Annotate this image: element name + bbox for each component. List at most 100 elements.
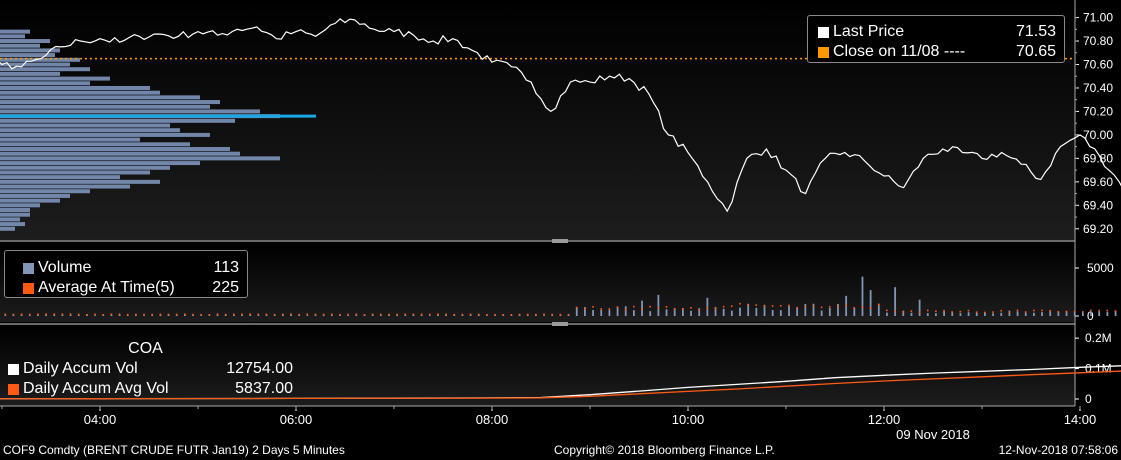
legend-label: Volume <box>38 259 92 276</box>
average-dot <box>681 308 684 310</box>
average-dot <box>910 310 913 312</box>
volume-bar <box>673 308 676 316</box>
average-dot <box>347 313 349 316</box>
average-dot <box>967 309 970 312</box>
volume-bar <box>796 308 799 316</box>
volume-profile-bar <box>0 123 170 128</box>
average-dot <box>632 305 635 308</box>
volume-bar <box>584 307 586 316</box>
volume-bar <box>257 314 260 316</box>
average-dot <box>575 306 578 309</box>
volume-bar <box>828 307 831 316</box>
average-dot <box>673 308 676 311</box>
volume-bar <box>151 315 154 316</box>
average-dot <box>584 307 586 310</box>
volume-bar <box>690 310 692 316</box>
legend-volume: Volume 113 <box>23 258 239 278</box>
average-dot <box>616 306 619 308</box>
average-dot <box>861 306 864 308</box>
volume-bar <box>1073 311 1076 316</box>
average-dot <box>567 313 570 316</box>
average-dot <box>796 306 798 309</box>
volume-profile-bar <box>0 34 25 39</box>
volume-bar <box>1008 310 1011 316</box>
average-dot <box>151 313 153 316</box>
panel-resize-handle <box>552 322 568 326</box>
volume-profile-bar <box>0 118 235 123</box>
volume-bar <box>281 314 284 316</box>
panel-resize-handle <box>552 239 568 243</box>
average-dot <box>657 307 660 309</box>
average-dot <box>281 313 284 316</box>
cumulative-title: COA <box>128 340 163 357</box>
volume-bar <box>445 314 448 316</box>
average-dot <box>975 311 978 313</box>
volume-bar <box>910 312 913 316</box>
volume-profile-bar <box>0 226 15 231</box>
y-tick-label: 0.1M <box>1085 362 1112 376</box>
average-dot <box>477 313 480 316</box>
volume-bar <box>926 313 929 316</box>
volume-bar <box>747 303 750 316</box>
average-dot <box>363 313 366 316</box>
average-dot <box>396 313 398 316</box>
average-dot <box>159 313 162 316</box>
average-dot <box>1024 311 1027 313</box>
volume-profile-bar <box>0 109 260 114</box>
average-dot <box>926 309 929 312</box>
volume-bar <box>804 304 807 316</box>
volume-bar <box>559 315 562 316</box>
volume-profile-bar <box>0 48 60 53</box>
y-tick-label: 0 <box>1085 392 1092 406</box>
volume-bar <box>698 308 701 316</box>
legend-value: 5837.00 <box>235 380 293 397</box>
volume-bar <box>420 314 423 316</box>
x-date-label: 09 Nov 2018 <box>896 427 970 442</box>
legend-value: 12754.00 <box>226 360 293 377</box>
volume-profile-bar <box>0 184 130 189</box>
average-dot <box>445 313 447 316</box>
volume-bar <box>1057 311 1060 316</box>
last-price-swatch <box>818 26 829 38</box>
average-dot <box>1008 311 1011 314</box>
volume-profile-bar <box>0 128 180 133</box>
average-dot <box>306 313 309 315</box>
average-dot <box>86 313 88 316</box>
volume-bar <box>518 314 521 316</box>
volume-profile-bar <box>0 76 110 81</box>
average-dot <box>37 313 39 316</box>
average-dot <box>951 311 953 313</box>
volume-bar <box>20 314 23 316</box>
average-dot <box>812 305 815 307</box>
y-tick-label: 70.60 <box>1083 58 1113 72</box>
volume-profile-bar <box>0 29 30 34</box>
volume-bar <box>1033 312 1035 316</box>
average-dot <box>886 309 888 312</box>
volume-profile-bar <box>0 222 25 227</box>
volume-bar <box>722 308 725 316</box>
cumulative-panel-bg <box>0 327 1075 406</box>
volume-bar <box>1049 311 1052 316</box>
volume-bar <box>192 314 194 316</box>
average-dot <box>290 313 292 315</box>
legend-value: 71.53 <box>1015 23 1056 40</box>
average-dot <box>1065 310 1068 313</box>
average-dot <box>1049 309 1051 312</box>
volume-bar <box>1041 312 1043 316</box>
average-dot <box>755 304 758 306</box>
volume-profile-bar <box>0 165 170 170</box>
average-dot <box>175 313 178 316</box>
volume-profile-bar <box>0 62 70 67</box>
average-dot <box>543 313 545 316</box>
close-swatch <box>818 46 829 58</box>
volume-profile-bar <box>0 175 120 180</box>
average-dot <box>379 313 382 316</box>
volume-profile-bar <box>0 132 210 137</box>
x-tick-label: 10:00 <box>672 412 705 427</box>
volume-bar <box>763 304 766 316</box>
volume-bar <box>477 314 480 316</box>
average-dot <box>788 304 790 307</box>
average-dot <box>232 313 235 316</box>
average-dot <box>894 310 896 313</box>
volume-profile-bar <box>0 104 210 109</box>
